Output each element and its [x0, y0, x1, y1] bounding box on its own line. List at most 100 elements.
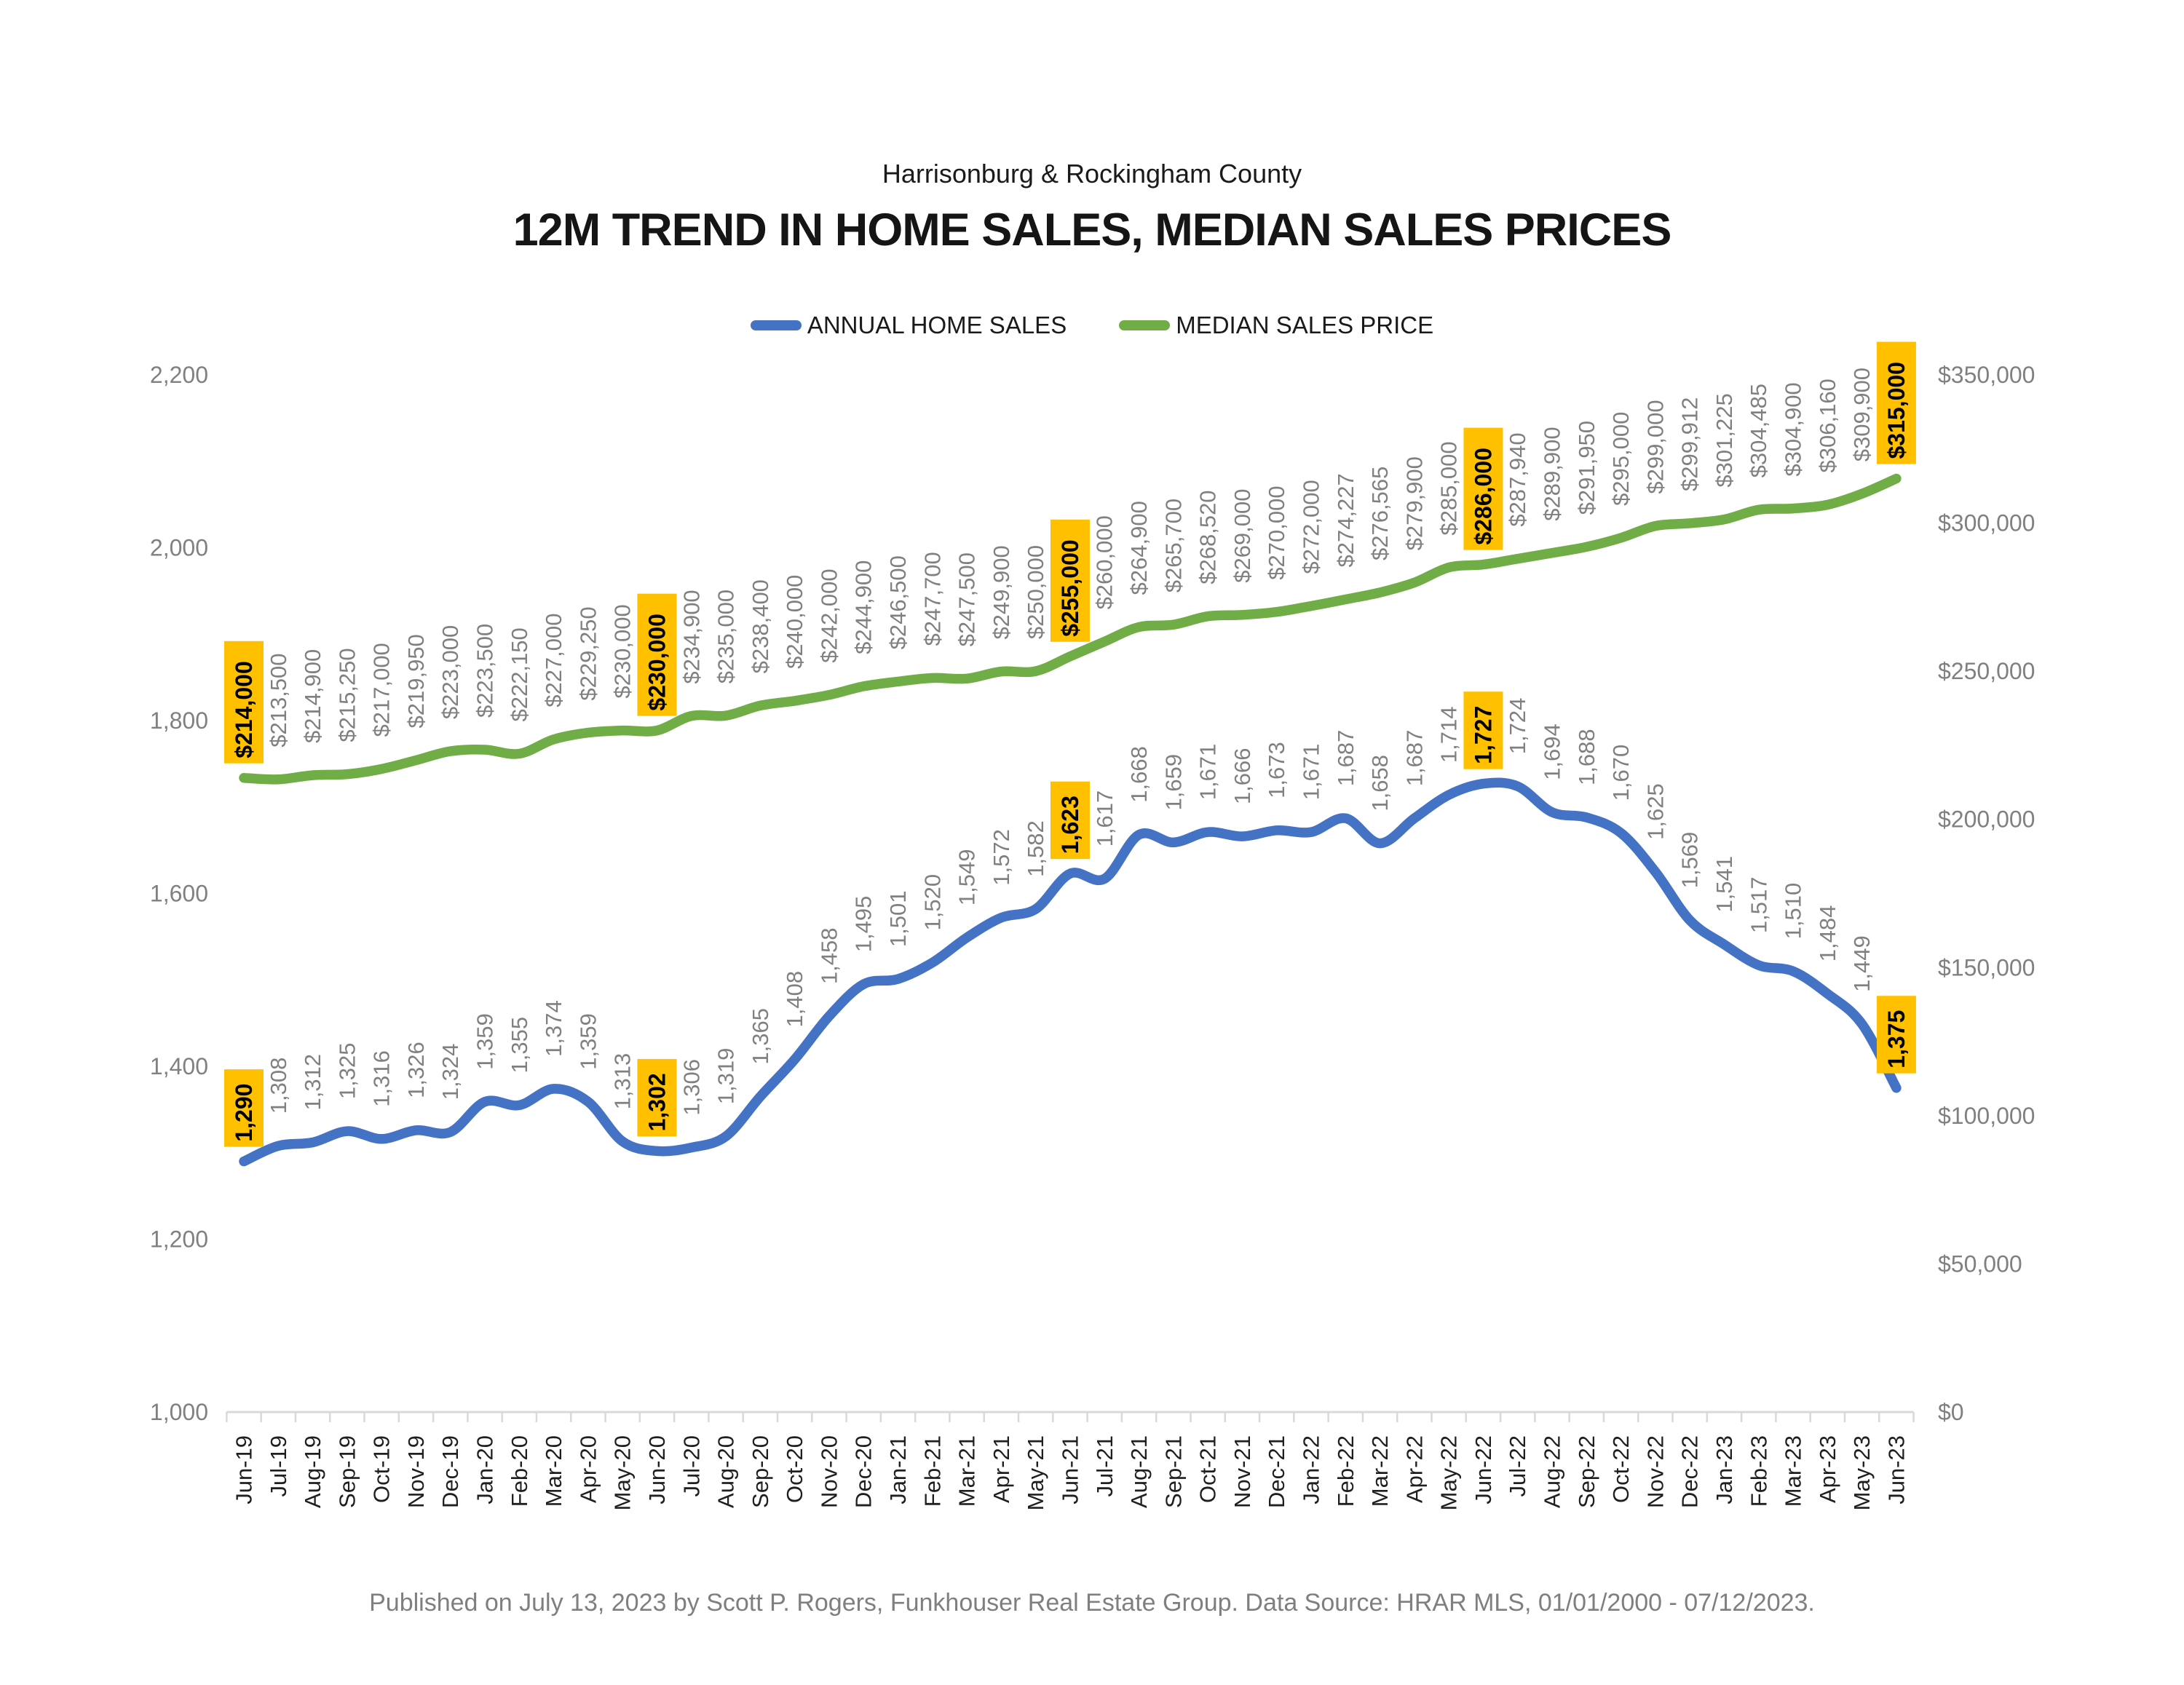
month-label-Dec-22: Dec-22: [1677, 1435, 1703, 1508]
month-label-Nov-20: Nov-20: [816, 1435, 842, 1508]
data-label-price-Mar-21: $247,500: [954, 552, 980, 646]
month-label-Sep-20: Sep-20: [748, 1435, 773, 1508]
legend-item-annual-home-sales: ANNUAL HOME SALES: [750, 312, 1067, 339]
data-label-price-Apr-22: $279,900: [1401, 456, 1427, 550]
data-label-price-Feb-22: $274,227: [1333, 473, 1358, 567]
annual-home-sales-line: [239, 777, 1902, 1167]
data-label-sales-Nov-20: 1,458: [816, 928, 842, 985]
data-label-price-Dec-21: $270,000: [1264, 485, 1289, 579]
data-label-sales-Oct-20: 1,408: [782, 971, 807, 1028]
data-label-price-Jun-21: $255,000: [1057, 539, 1083, 636]
data-label-sales-Dec-22: 1,569: [1677, 832, 1703, 889]
data-label-price-Mar-20: $227,000: [541, 613, 566, 707]
data-label-sales-Dec-19: 1,324: [438, 1044, 463, 1101]
median-sales-price-line: [239, 473, 1902, 785]
data-label-sales-Jul-20: 1,306: [678, 1059, 704, 1116]
month-label-Aug-22: Aug-22: [1540, 1435, 1565, 1508]
data-label-sales-Jan-23: 1,541: [1712, 856, 1737, 913]
month-label-Nov-19: Nov-19: [403, 1435, 429, 1508]
footer-text: Published on July 13, 2023 by Scott P. R…: [369, 1589, 1815, 1617]
data-label-sales-Dec-20: 1,495: [851, 896, 877, 953]
month-label-Aug-21: Aug-21: [1126, 1435, 1152, 1508]
data-label-sales-Oct-19: 1,316: [369, 1050, 395, 1107]
data-label-sales-Jul-19: 1,308: [266, 1058, 291, 1114]
legend-label: MEDIAN SALES PRICE: [1176, 312, 1434, 338]
data-label-sales-Dec-21: 1,673: [1264, 742, 1289, 798]
highlight-box-sales-Jun-20: [637, 1058, 677, 1137]
left-axis-tick-label: 1,600: [150, 881, 208, 907]
data-label-price-Jul-22: $287,940: [1505, 432, 1530, 526]
month-label-Feb-23: Feb-23: [1746, 1435, 1771, 1507]
data-label-sales-Feb-20: 1,355: [507, 1017, 532, 1074]
month-label-Dec-20: Dec-20: [851, 1435, 877, 1508]
left-axis-tick-label: 2,000: [150, 535, 208, 561]
data-label-price-Jul-20: $234,900: [678, 590, 704, 683]
data-label-price-Oct-22: $295,000: [1608, 412, 1634, 506]
data-label-price-Mar-22: $276,565: [1367, 467, 1393, 560]
month-label-Apr-22: Apr-22: [1401, 1435, 1427, 1503]
month-label-Feb-21: Feb-21: [919, 1435, 945, 1507]
data-label-price-May-22: $285,000: [1436, 441, 1462, 535]
data-label-sales-Jan-22: 1,671: [1298, 744, 1324, 801]
right-axis-tick-label: $100,000: [1938, 1103, 2035, 1129]
month-label-Jul-19: Jul-19: [266, 1435, 291, 1496]
month-label-Jul-22: Jul-22: [1505, 1435, 1530, 1496]
data-label-price-Jan-22: $272,000: [1298, 480, 1324, 574]
right-axis-tick-label: $150,000: [1938, 954, 2035, 980]
data-label-price-Dec-19: $223,000: [438, 625, 463, 719]
data-label-sales-Apr-22: 1,687: [1401, 730, 1427, 787]
legend-item-median-sales-price: MEDIAN SALES PRICE: [1119, 312, 1433, 339]
data-label-price-Dec-22: $299,912: [1677, 397, 1703, 491]
data-label-price-Oct-21: $268,520: [1195, 490, 1221, 584]
data-label-price-Nov-21: $269,000: [1230, 488, 1255, 582]
data-label-price-Jun-23: $315,000: [1883, 362, 1910, 459]
highlight-box-sales-Jun-21: [1050, 781, 1090, 860]
month-label-Jun-21: Jun-21: [1057, 1435, 1083, 1504]
left-axis-tick-label: 1,200: [150, 1226, 208, 1253]
data-label-sales-Mar-21: 1,549: [954, 849, 980, 905]
data-label-price-Sep-20: $238,400: [748, 579, 773, 673]
highlight-box-price-Jun-21: [1050, 519, 1090, 642]
data-label-sales-Jan-20: 1,359: [472, 1013, 498, 1070]
data-label-sales-Jun-23: 1,375: [1883, 1010, 1910, 1069]
chart-title: 12M TREND IN HOME SALES, MEDIAN SALES PR…: [513, 205, 1672, 255]
month-label-Jun-20: Jun-20: [644, 1435, 670, 1504]
data-label-sales-May-23: 1,449: [1849, 935, 1875, 992]
data-label-price-Jul-19: $213,500: [266, 653, 291, 747]
data-label-price-Feb-20: $222,150: [507, 627, 532, 721]
month-label-Jun-19: Jun-19: [232, 1435, 257, 1504]
data-label-price-Aug-22: $289,900: [1540, 427, 1565, 520]
highlight-box-price-Jun-22: [1463, 427, 1503, 550]
month-label-Sep-19: Sep-19: [334, 1435, 360, 1508]
highlight-box-sales-Jun-23: [1876, 996, 1916, 1074]
data-label-price-Feb-21: $247,700: [919, 552, 945, 646]
data-label-sales-Jul-21: 1,617: [1092, 790, 1117, 847]
data-label-sales-Jul-22: 1,724: [1505, 698, 1530, 755]
data-label-price-Jun-20: $230,000: [644, 614, 670, 710]
data-label-sales-Sep-20: 1,365: [748, 1008, 773, 1065]
data-label-sales-Apr-23: 1,484: [1815, 905, 1840, 962]
data-label-sales-Jun-22: 1,727: [1470, 706, 1496, 764]
data-label-price-Oct-20: $240,000: [782, 575, 807, 669]
data-label-sales-Oct-22: 1,670: [1608, 745, 1634, 801]
left-axis-tick-label: 1,400: [150, 1053, 208, 1079]
legend: ANNUAL HOME SALES MEDIAN SALES PRICE: [0, 312, 2184, 339]
month-label-Feb-20: Feb-20: [507, 1435, 532, 1507]
month-label-Mar-22: Mar-22: [1367, 1435, 1393, 1507]
data-label-price-Jun-22: $286,000: [1470, 448, 1496, 544]
month-label-Aug-19: Aug-19: [300, 1435, 325, 1508]
data-label-price-Aug-19: $214,900: [300, 649, 325, 743]
data-label-price-May-21: $250,000: [1023, 545, 1048, 639]
data-label-sales-Sep-22: 1,688: [1574, 729, 1599, 785]
data-label-sales-Feb-23: 1,517: [1746, 876, 1771, 933]
data-label-sales-Mar-23: 1,510: [1781, 883, 1806, 940]
data-label-price-Sep-21: $265,700: [1160, 499, 1186, 592]
data-label-price-Jun-19: $214,000: [231, 661, 257, 758]
data-label-price-Nov-19: $219,950: [403, 634, 429, 728]
highlight-box-price-Jun-23: [1876, 341, 1916, 464]
highlight-box-sales-Jun-22: [1463, 691, 1503, 769]
data-label-price-May-23: $309,900: [1849, 368, 1875, 461]
highlight-box-sales-Jun-19: [224, 1069, 264, 1147]
month-label-Oct-21: Oct-21: [1195, 1435, 1221, 1503]
data-label-sales-May-22: 1,714: [1436, 707, 1462, 764]
